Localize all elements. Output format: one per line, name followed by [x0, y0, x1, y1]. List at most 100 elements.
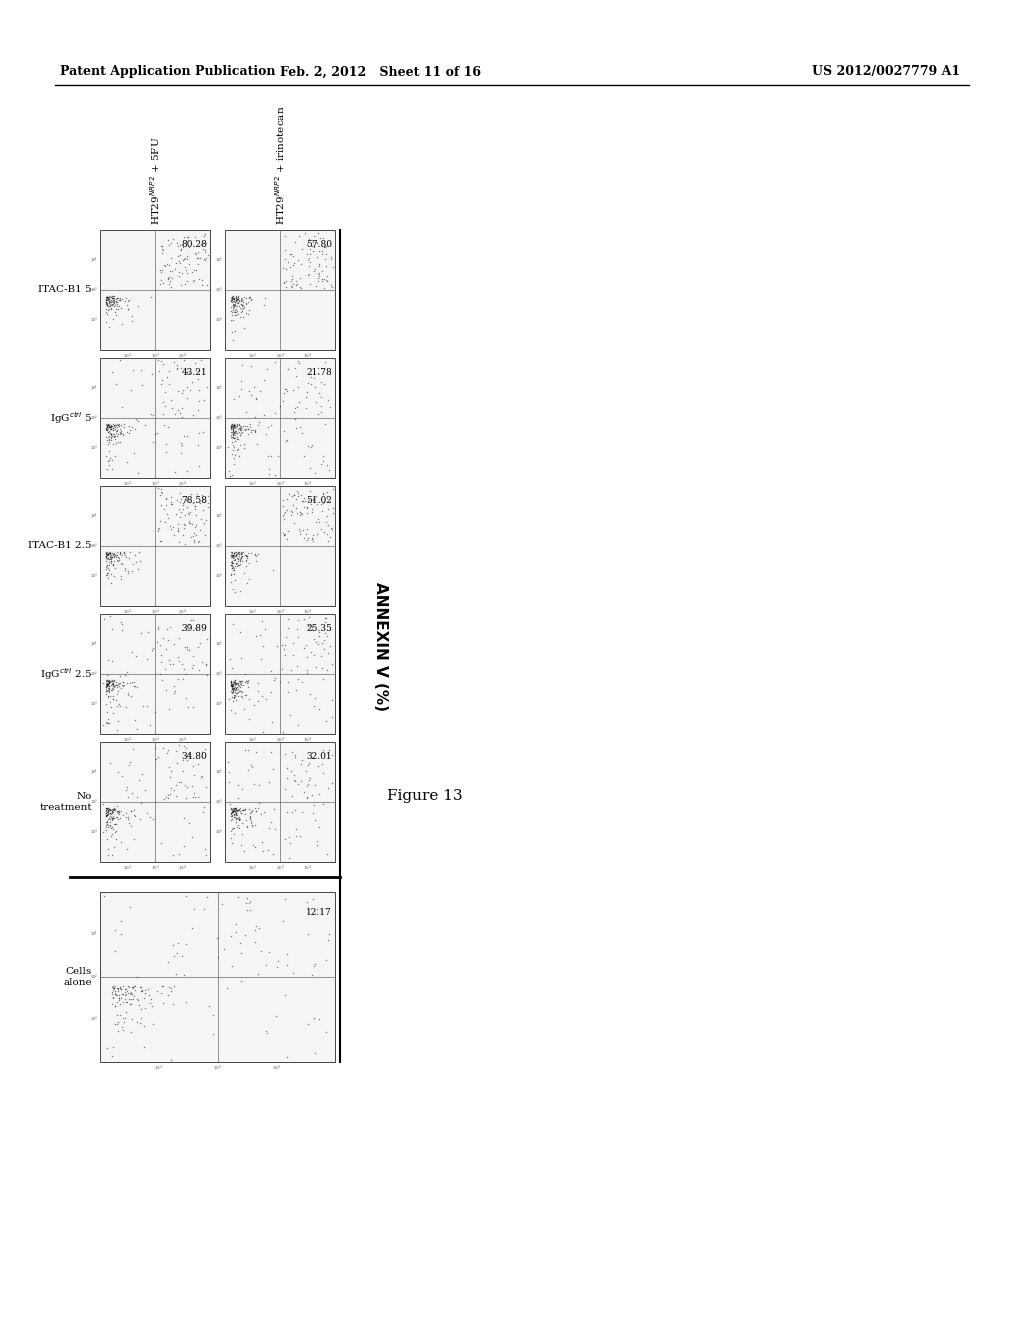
- Point: [230, 543, 247, 564]
- Point: [131, 543, 147, 564]
- Point: [276, 502, 293, 523]
- Point: [175, 425, 191, 446]
- Point: [108, 544, 124, 565]
- Point: [99, 294, 116, 315]
- Point: [291, 519, 307, 540]
- Point: [112, 424, 128, 445]
- Point: [316, 236, 333, 257]
- Point: [299, 436, 315, 457]
- Point: [151, 360, 167, 381]
- Point: [176, 965, 193, 986]
- Point: [122, 752, 138, 774]
- Point: [130, 411, 146, 432]
- Point: [185, 755, 202, 776]
- Point: [281, 847, 297, 869]
- Point: [142, 714, 159, 735]
- Point: [224, 413, 241, 434]
- Point: [303, 616, 319, 638]
- Point: [313, 396, 330, 417]
- Point: [99, 665, 116, 686]
- Point: [99, 675, 116, 696]
- Point: [150, 520, 166, 541]
- Point: [238, 293, 254, 314]
- Point: [311, 1008, 328, 1030]
- Point: [103, 285, 120, 306]
- Point: [270, 445, 287, 466]
- Point: [316, 413, 333, 434]
- Point: [106, 445, 123, 466]
- Point: [252, 804, 268, 825]
- Point: [101, 671, 118, 692]
- Point: [285, 645, 301, 667]
- Point: [226, 671, 243, 692]
- Point: [230, 678, 247, 700]
- Point: [105, 702, 122, 723]
- Point: [225, 388, 242, 409]
- Point: [103, 800, 120, 821]
- Point: [103, 993, 120, 1014]
- Point: [132, 550, 148, 572]
- Point: [239, 887, 255, 908]
- Point: [142, 404, 159, 425]
- Text: $10^3$: $10^3$: [89, 828, 98, 837]
- Point: [232, 290, 249, 312]
- Point: [286, 632, 302, 653]
- Point: [324, 517, 340, 539]
- Point: [105, 986, 122, 1007]
- Point: [103, 550, 120, 572]
- Point: [227, 675, 244, 696]
- Point: [177, 533, 194, 554]
- Point: [133, 359, 150, 380]
- Point: [226, 430, 243, 451]
- Point: [225, 422, 242, 444]
- Point: [98, 426, 115, 447]
- Point: [168, 785, 184, 807]
- Point: [222, 828, 239, 849]
- Point: [224, 673, 241, 694]
- Point: [195, 500, 211, 521]
- Point: [177, 260, 194, 281]
- Point: [261, 941, 278, 962]
- Point: [184, 645, 201, 667]
- Point: [153, 235, 169, 256]
- Point: [246, 694, 262, 715]
- Point: [184, 492, 201, 513]
- Point: [103, 800, 120, 821]
- Point: [238, 545, 254, 566]
- Point: [130, 558, 146, 579]
- Point: [114, 396, 130, 417]
- Point: [226, 799, 243, 820]
- Point: [108, 294, 124, 315]
- Point: [309, 524, 326, 545]
- Point: [152, 635, 168, 656]
- Point: [223, 432, 240, 453]
- Point: [105, 676, 122, 697]
- Point: [254, 841, 270, 862]
- Point: [228, 414, 245, 436]
- Point: [105, 554, 122, 576]
- Point: [101, 816, 118, 837]
- Point: [219, 978, 236, 999]
- Point: [225, 428, 242, 449]
- Point: [103, 546, 120, 568]
- Point: [195, 488, 211, 510]
- Point: [162, 653, 178, 675]
- Point: [223, 686, 240, 708]
- Point: [99, 549, 116, 570]
- Point: [103, 288, 120, 309]
- Point: [101, 672, 118, 693]
- Point: [110, 991, 126, 1012]
- Point: [284, 271, 300, 292]
- Point: [300, 264, 316, 285]
- Point: [254, 610, 270, 631]
- Point: [322, 396, 338, 417]
- Point: [179, 425, 196, 446]
- Point: [242, 708, 258, 729]
- Point: [226, 294, 243, 315]
- Point: [121, 548, 137, 569]
- Point: [310, 404, 327, 425]
- Point: [159, 367, 175, 388]
- Point: [278, 277, 294, 298]
- Point: [276, 644, 293, 665]
- Point: [251, 792, 267, 813]
